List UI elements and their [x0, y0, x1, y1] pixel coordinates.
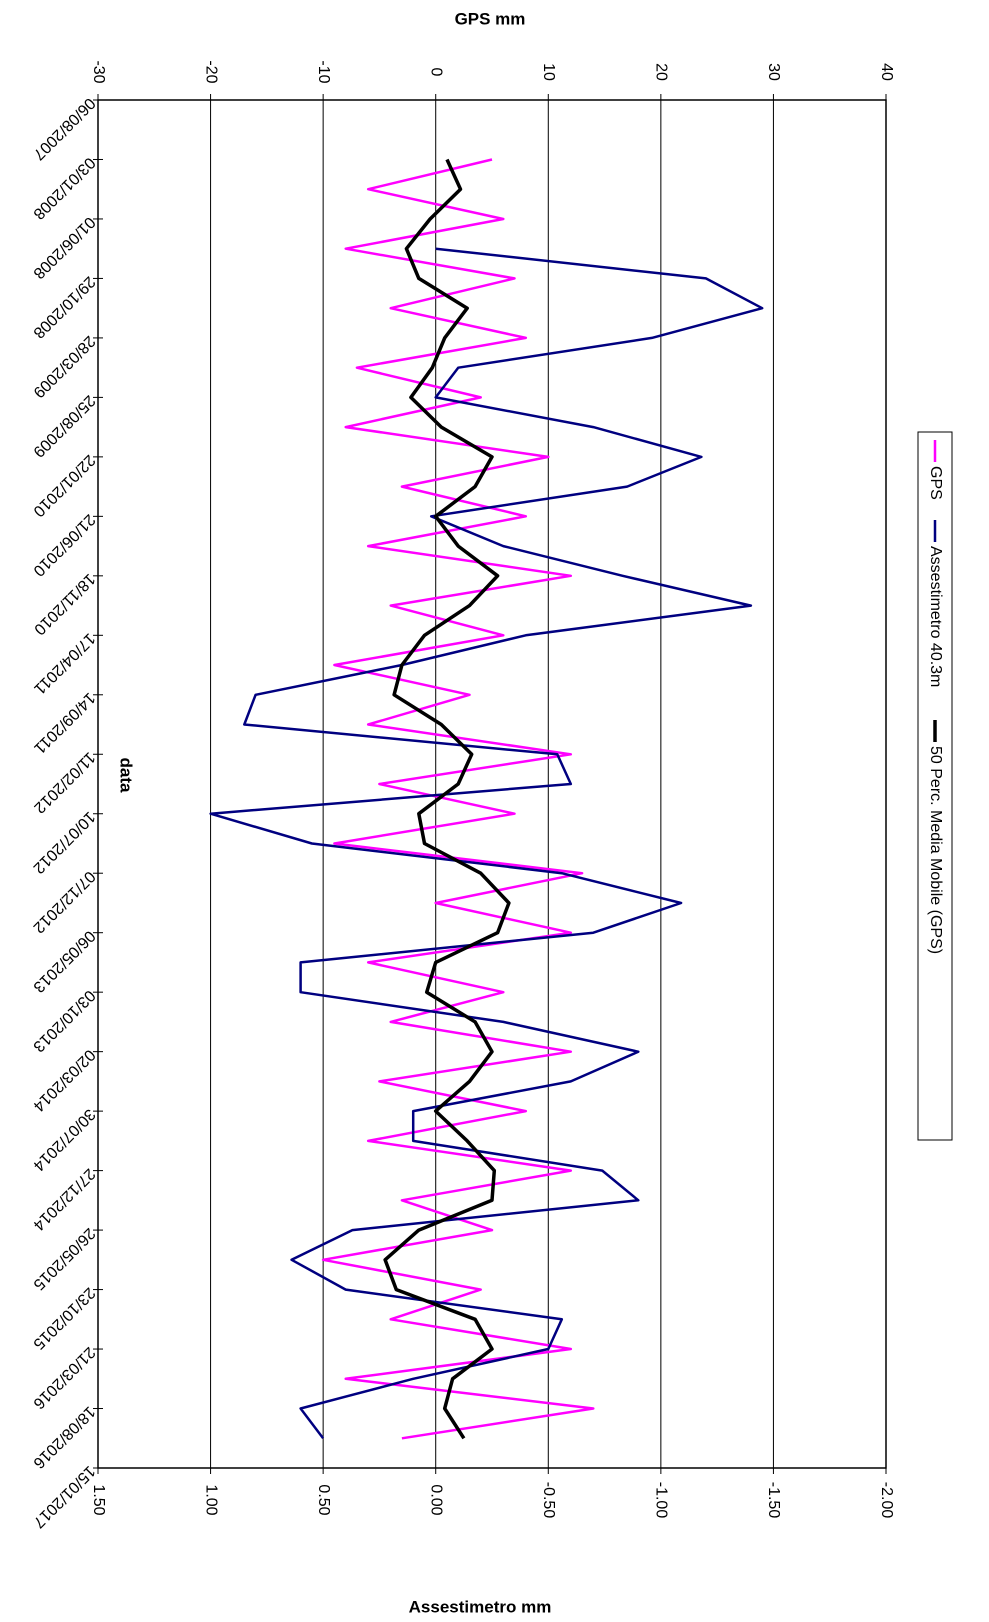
legend-label: GPS	[927, 466, 944, 500]
series-line	[209, 247, 764, 1440]
legend-label: 50 Perc. Media Mobile (GPS)	[927, 746, 944, 954]
top-tick-label: 40	[878, 63, 895, 81]
bottom-tick-label: 1.00	[202, 1484, 219, 1515]
series-line	[383, 158, 511, 1440]
top-tick-label: -30	[90, 60, 107, 83]
plot-border	[97, 99, 887, 1469]
bottom-tick-label: 1.50	[90, 1484, 107, 1515]
top-tick-label: 10	[540, 63, 557, 81]
bottom-axis-title: Assestimetro mm	[409, 1597, 552, 1616]
bottom-tick-label: 0.00	[427, 1484, 444, 1515]
top-tick-label: 0	[427, 68, 444, 77]
top-tick-label: -20	[202, 60, 219, 83]
top-tick-label: -10	[315, 60, 332, 83]
top-tick-label: 30	[765, 63, 782, 81]
bottom-tick-label: -2.00	[878, 1482, 895, 1519]
bottom-tick-label: 0.50	[315, 1484, 332, 1515]
bottom-tick-label: -1.00	[653, 1482, 670, 1519]
top-axis-title: GPS mm	[455, 9, 526, 28]
bottom-tick-label: -0.50	[540, 1482, 557, 1519]
legend: GPS Assestimetro 40.3m 50 Perc. Media Mobi…	[927, 440, 944, 954]
series-line	[321, 158, 595, 1440]
bottom-tick-label: -1.50	[765, 1482, 782, 1519]
legend-box	[917, 431, 953, 1141]
legend-label: Assestimetro 40.3m	[927, 546, 944, 687]
date-axis-title: data	[117, 758, 136, 794]
top-tick-label: 20	[653, 63, 670, 81]
